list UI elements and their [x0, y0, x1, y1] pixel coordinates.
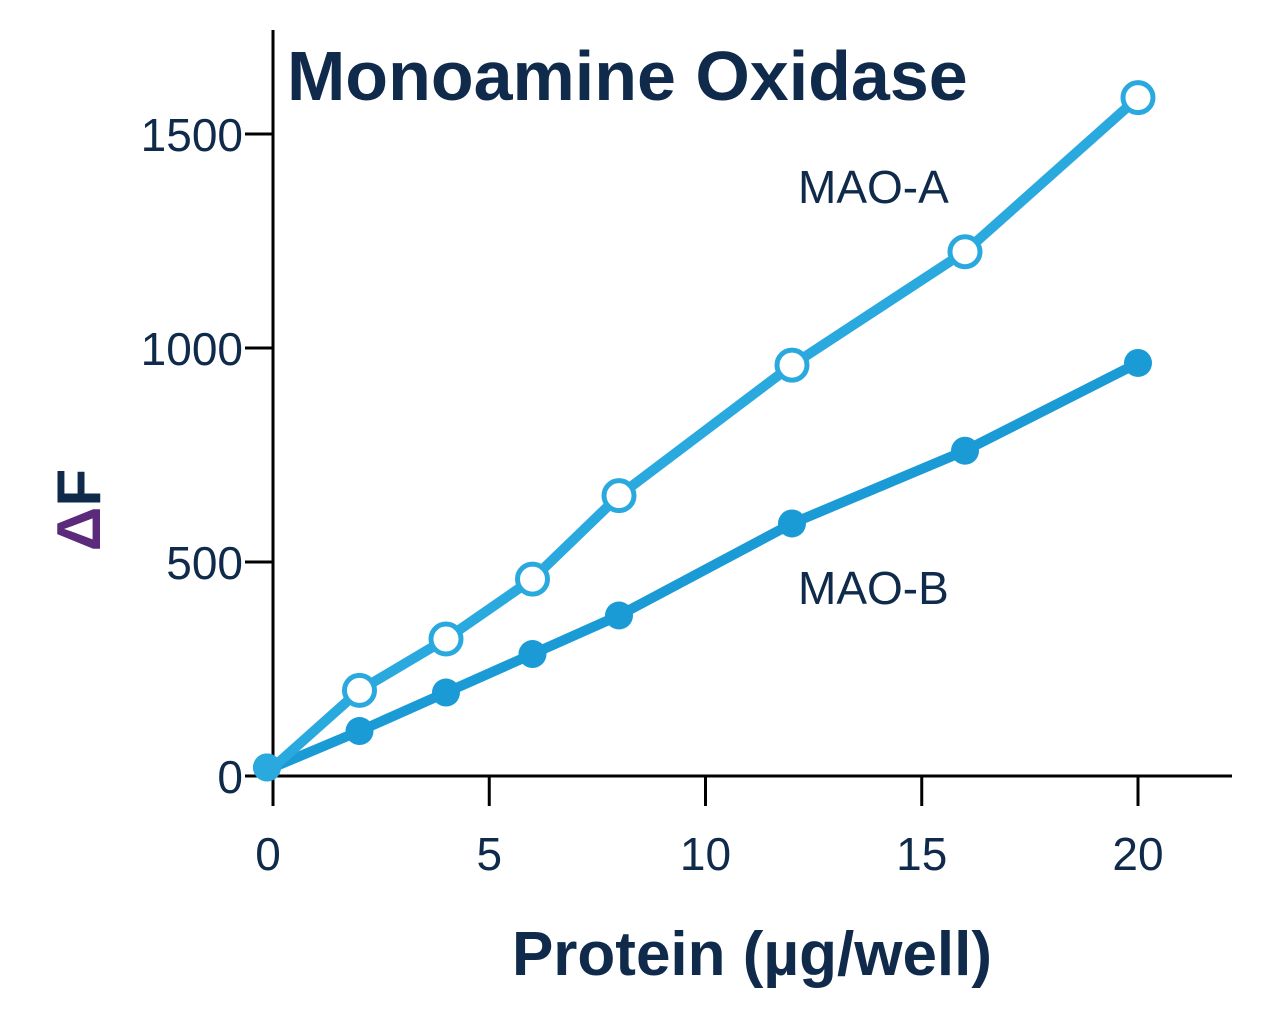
y-axis-label-f: F	[45, 469, 114, 507]
data-point-mao-a	[428, 621, 464, 657]
y-axis-label-delta: Δ	[45, 507, 114, 552]
x-tick-label: 20	[1112, 828, 1163, 880]
series-layer	[253, 80, 1156, 782]
y-tick-label: 1000	[141, 323, 243, 375]
data-point-mao-a	[1120, 80, 1156, 116]
x-tick-label: 15	[896, 828, 947, 880]
data-point-mao-a	[774, 347, 810, 383]
data-point-mao-b	[432, 678, 460, 707]
data-point-mao-a	[601, 478, 637, 514]
data-point-mao-a	[515, 561, 550, 597]
y-tick-label: 500	[166, 537, 243, 589]
chart-title: Monoamine Oxidase	[287, 37, 968, 115]
x-axis-label: Protein (µg/well)	[512, 920, 992, 989]
series-label-mao-b: MAO-B	[798, 562, 949, 614]
y-tick-label: 0	[217, 751, 243, 803]
series-line-mao-b	[271, 358, 1141, 773]
data-point-mao-a	[342, 672, 377, 708]
x-tick-label: 5	[476, 828, 502, 880]
data-point-mao-a	[947, 234, 983, 270]
y-tick-label: 1500	[141, 109, 243, 161]
y-axis-label: ΔF	[45, 469, 114, 551]
data-point-mao-a	[253, 753, 281, 782]
svg-text:ΔF: ΔF	[45, 469, 114, 551]
data-point-mao-b	[778, 509, 806, 538]
x-tick-label: 10	[680, 828, 731, 880]
data-point-mao-b	[1124, 348, 1152, 377]
data-point-mao-b	[951, 436, 979, 465]
x-tick-label: 0	[255, 828, 281, 880]
data-point-mao-b	[605, 601, 633, 630]
data-point-mao-b	[518, 640, 547, 669]
data-point-mao-b	[345, 717, 374, 746]
series-label-mao-a: MAO-A	[798, 161, 949, 213]
